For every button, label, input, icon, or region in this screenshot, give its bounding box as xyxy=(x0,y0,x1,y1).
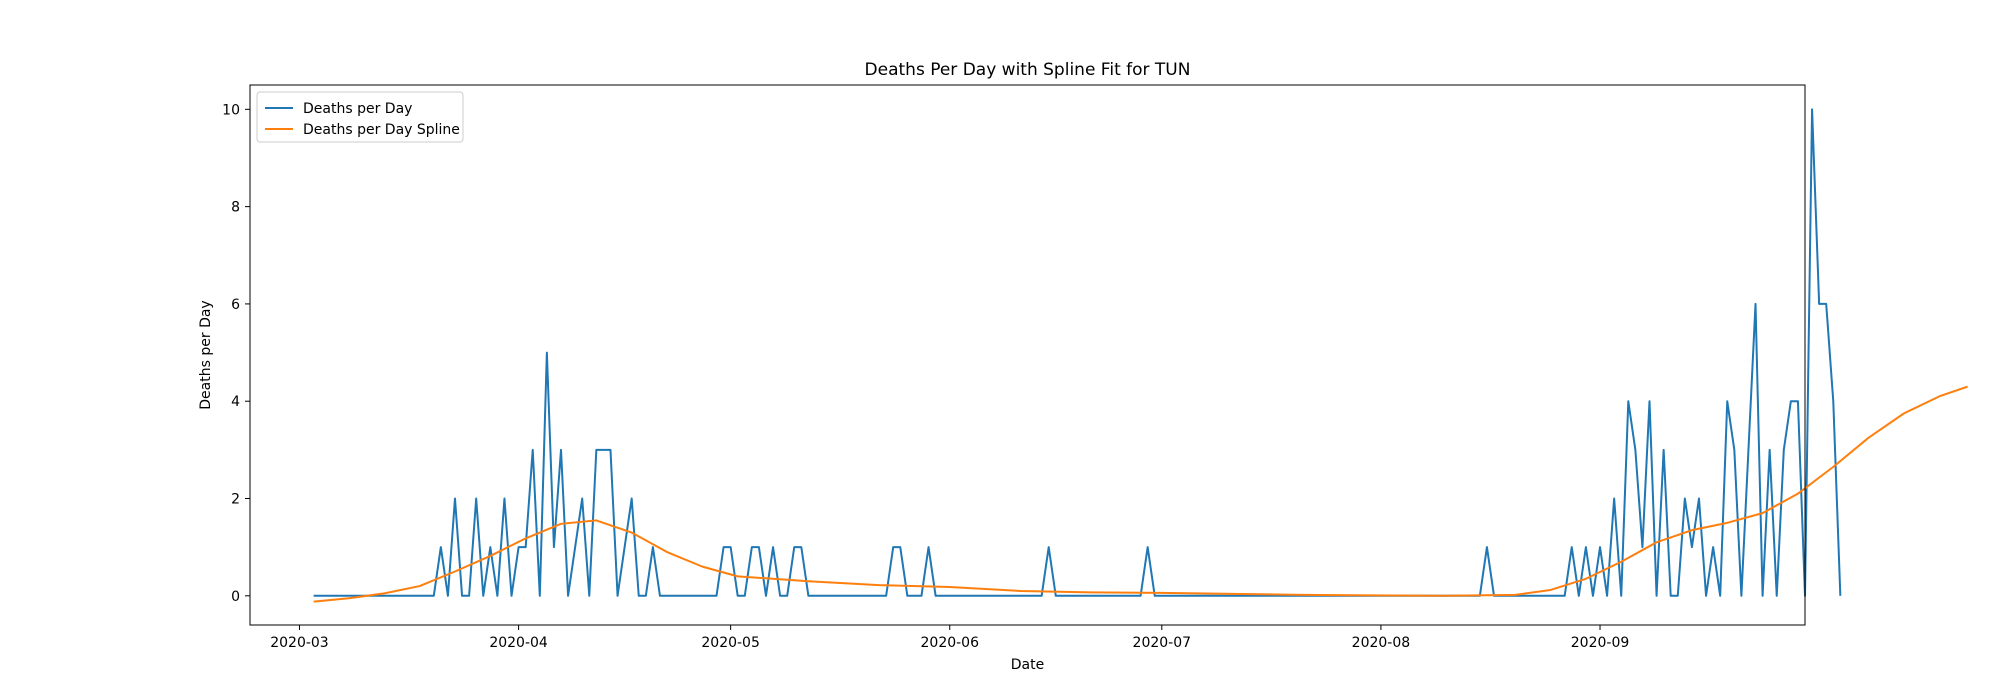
y-axis: 0 2 4 6 8 10 xyxy=(222,102,250,605)
plot-frame xyxy=(249,84,1806,626)
series-line-0 xyxy=(313,108,1842,597)
x-tick-label: 2020-08 xyxy=(1352,635,1411,651)
plot-area xyxy=(249,84,1968,626)
x-tick-label: 2020-03 xyxy=(270,635,329,651)
legend-label: Deaths per Day Spline xyxy=(303,122,460,138)
x-tick-label: 2020-06 xyxy=(921,635,980,651)
y-tick-label: 4 xyxy=(231,394,240,410)
x-axis: 2020-03 2020-04 2020-05 2020-06 2020-07 2020-… xyxy=(270,625,1629,651)
legend: Deaths per Day Deaths per Day Spline xyxy=(256,91,464,143)
series-line-1 xyxy=(313,385,1968,603)
legend-label: Deaths per Day xyxy=(303,101,412,117)
legend-box xyxy=(256,91,464,143)
x-tick-label: 2020-09 xyxy=(1571,635,1630,651)
x-tick-label: 2020-05 xyxy=(701,635,760,651)
y-tick-label: 10 xyxy=(222,102,240,118)
y-axis-label: Deaths per Day xyxy=(198,300,214,409)
y-tick-label: 2 xyxy=(231,492,240,508)
x-axis-label: Date xyxy=(1011,657,1044,673)
x-tick-label: 2020-04 xyxy=(489,635,548,651)
y-tick-label: 6 xyxy=(231,297,240,313)
y-tick-label: 0 xyxy=(231,589,240,605)
y-tick-label: 8 xyxy=(231,200,240,216)
x-tick-label: 2020-07 xyxy=(1133,635,1192,651)
chart-title: Deaths Per Day with Spline Fit for TUN xyxy=(865,60,1191,80)
